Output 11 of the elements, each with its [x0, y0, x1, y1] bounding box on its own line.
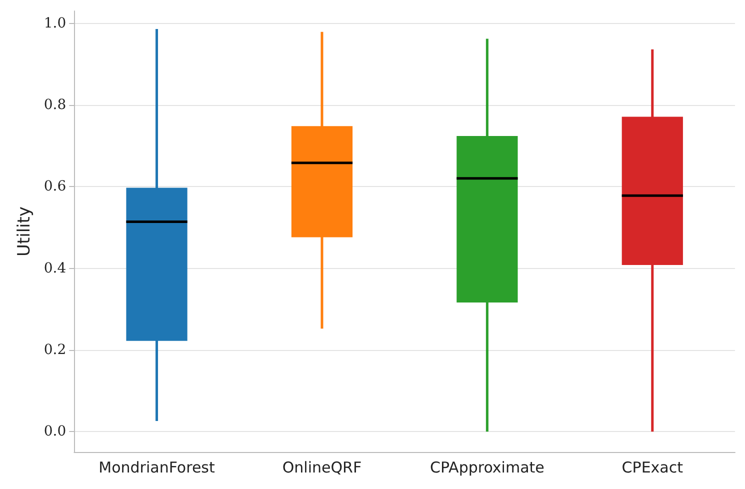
y-tick-label: 1.0: [44, 15, 66, 32]
y-tick-label: 0.6: [44, 178, 66, 195]
x-tick-label: CPApproximate: [430, 458, 544, 476]
y-tick-label: 0.8: [44, 96, 66, 113]
y-tick-label: 0.4: [44, 260, 66, 276]
y-axis-title: Utility: [14, 206, 34, 257]
x-tick-label: MondrianForest: [98, 458, 215, 476]
x-tick-label: OnlineQRF: [282, 458, 362, 476]
y-tick-label: 0.2: [44, 342, 66, 358]
y-tick-label: 0.0: [44, 424, 66, 440]
x-tick-label: CPExact: [622, 458, 684, 476]
